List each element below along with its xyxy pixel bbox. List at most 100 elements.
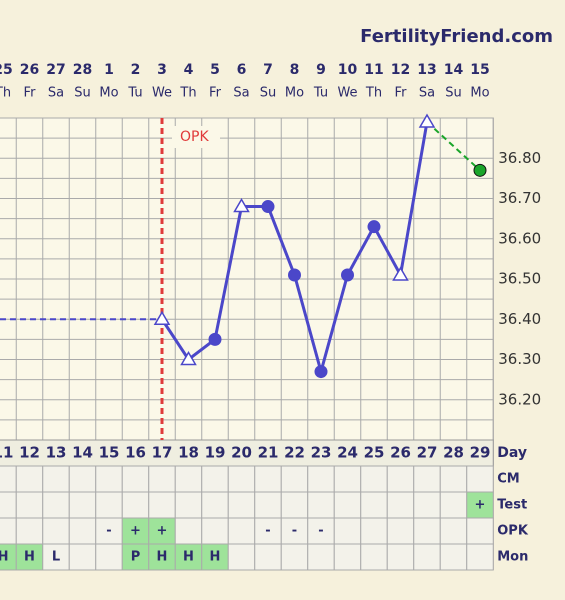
- cell-text: L: [52, 550, 60, 565]
- table-cell: [201, 465, 229, 493]
- table-cell: [148, 491, 176, 519]
- table-cell: [174, 491, 203, 519]
- table-cell: [174, 465, 203, 493]
- table-cell: [121, 543, 150, 571]
- table-cell: [227, 517, 256, 545]
- cell-text: -: [106, 524, 111, 539]
- date-label: 28: [73, 62, 92, 78]
- day-label: 18: [178, 444, 199, 462]
- table-cell: [15, 543, 44, 571]
- table-cell: [68, 491, 97, 519]
- table-cell: [68, 465, 97, 493]
- temp-dot: [341, 268, 354, 282]
- table-cell: [42, 465, 70, 493]
- weekday-label: Tu: [313, 86, 328, 101]
- table-cell: [280, 543, 309, 571]
- temp-triangle: [153, 310, 171, 325]
- table-cell: [307, 491, 335, 519]
- table-cell: [360, 491, 388, 519]
- y-tick-label: 36.80: [498, 149, 541, 167]
- table-cell: [121, 465, 150, 493]
- day-label: 25: [364, 444, 385, 462]
- table-cell: [386, 491, 415, 519]
- cell-text: H: [157, 550, 168, 565]
- table-cell: [413, 491, 441, 519]
- temp-dot: [261, 200, 275, 214]
- y-tick-label: 36.60: [498, 229, 541, 247]
- temp-dot: [208, 332, 222, 346]
- table-cell: [466, 491, 494, 519]
- temp-dot: [473, 163, 487, 177]
- x-axis-label: Day: [497, 445, 527, 461]
- date-label: 8: [290, 62, 300, 78]
- cell-text: H: [24, 550, 35, 565]
- table-cell: [280, 465, 309, 493]
- day-label: 24: [337, 444, 358, 462]
- date-label: 10: [338, 62, 358, 78]
- row-label: Test: [497, 498, 527, 513]
- date-label: 15: [470, 62, 489, 78]
- table-cell: [42, 543, 70, 571]
- weekday-label: Th: [0, 86, 11, 101]
- table-cell: [386, 543, 415, 571]
- day-label: 23: [311, 444, 332, 462]
- table-cell: [42, 517, 70, 545]
- cell-text: -: [318, 524, 323, 539]
- cell-text: H: [210, 550, 221, 565]
- table-cell: [0, 491, 17, 519]
- day-label: 22: [284, 444, 305, 462]
- table-cell: [307, 517, 335, 545]
- weekday-label: Su: [74, 86, 91, 101]
- cell-text: H: [183, 550, 194, 565]
- date-label: 11: [364, 62, 383, 78]
- table-cell: [95, 517, 123, 545]
- cell-text: H: [0, 550, 8, 565]
- table-cell: [68, 517, 97, 545]
- cell-text: P: [131, 550, 141, 565]
- table-cell: [360, 543, 388, 571]
- day-label: 28: [443, 444, 464, 462]
- date-label: 27: [46, 62, 65, 78]
- table-cell: [95, 465, 123, 493]
- date-label: 13: [417, 62, 436, 78]
- table-cell: [95, 543, 123, 571]
- day-label: 11: [0, 444, 13, 462]
- weekday-label: Su: [260, 86, 277, 101]
- table-cell: [360, 465, 388, 493]
- table-cell: [413, 517, 441, 545]
- day-row: [0, 439, 494, 467]
- date-label: 7: [263, 62, 273, 78]
- row-label: OPK: [497, 524, 529, 539]
- day-label: 21: [258, 444, 279, 462]
- weekday-label: Su: [445, 86, 462, 101]
- y-tick-label: 36.70: [498, 189, 541, 207]
- date-label: 6: [237, 62, 247, 78]
- weekday-label: Mo: [470, 86, 489, 101]
- table-cell: [201, 517, 229, 545]
- table-cell: [466, 517, 494, 545]
- table-cell: [148, 465, 176, 493]
- y-tick-label: 36.40: [498, 310, 541, 328]
- weekday-label: We: [337, 86, 357, 101]
- table-cell: [42, 491, 70, 519]
- table-cell: [307, 543, 335, 571]
- table-cell: [333, 465, 362, 493]
- table-cell: [0, 517, 17, 545]
- table-cell: [439, 543, 468, 571]
- day-label: 14: [72, 444, 93, 462]
- table-cell: [174, 543, 203, 571]
- table-cell: [68, 543, 97, 571]
- day-label: 12: [19, 444, 40, 462]
- temp-triangle: [233, 198, 250, 213]
- table-cell: [360, 517, 388, 545]
- date-label: 5: [210, 62, 220, 78]
- date-label: 25: [0, 62, 13, 78]
- weekday-label: Sa: [48, 86, 64, 101]
- table-cell: [15, 517, 44, 545]
- projection-line: [426, 121, 481, 172]
- day-label: 13: [46, 444, 67, 462]
- weekday-label: Th: [365, 86, 382, 101]
- date-label: 26: [20, 62, 39, 78]
- table-cell: [280, 491, 309, 519]
